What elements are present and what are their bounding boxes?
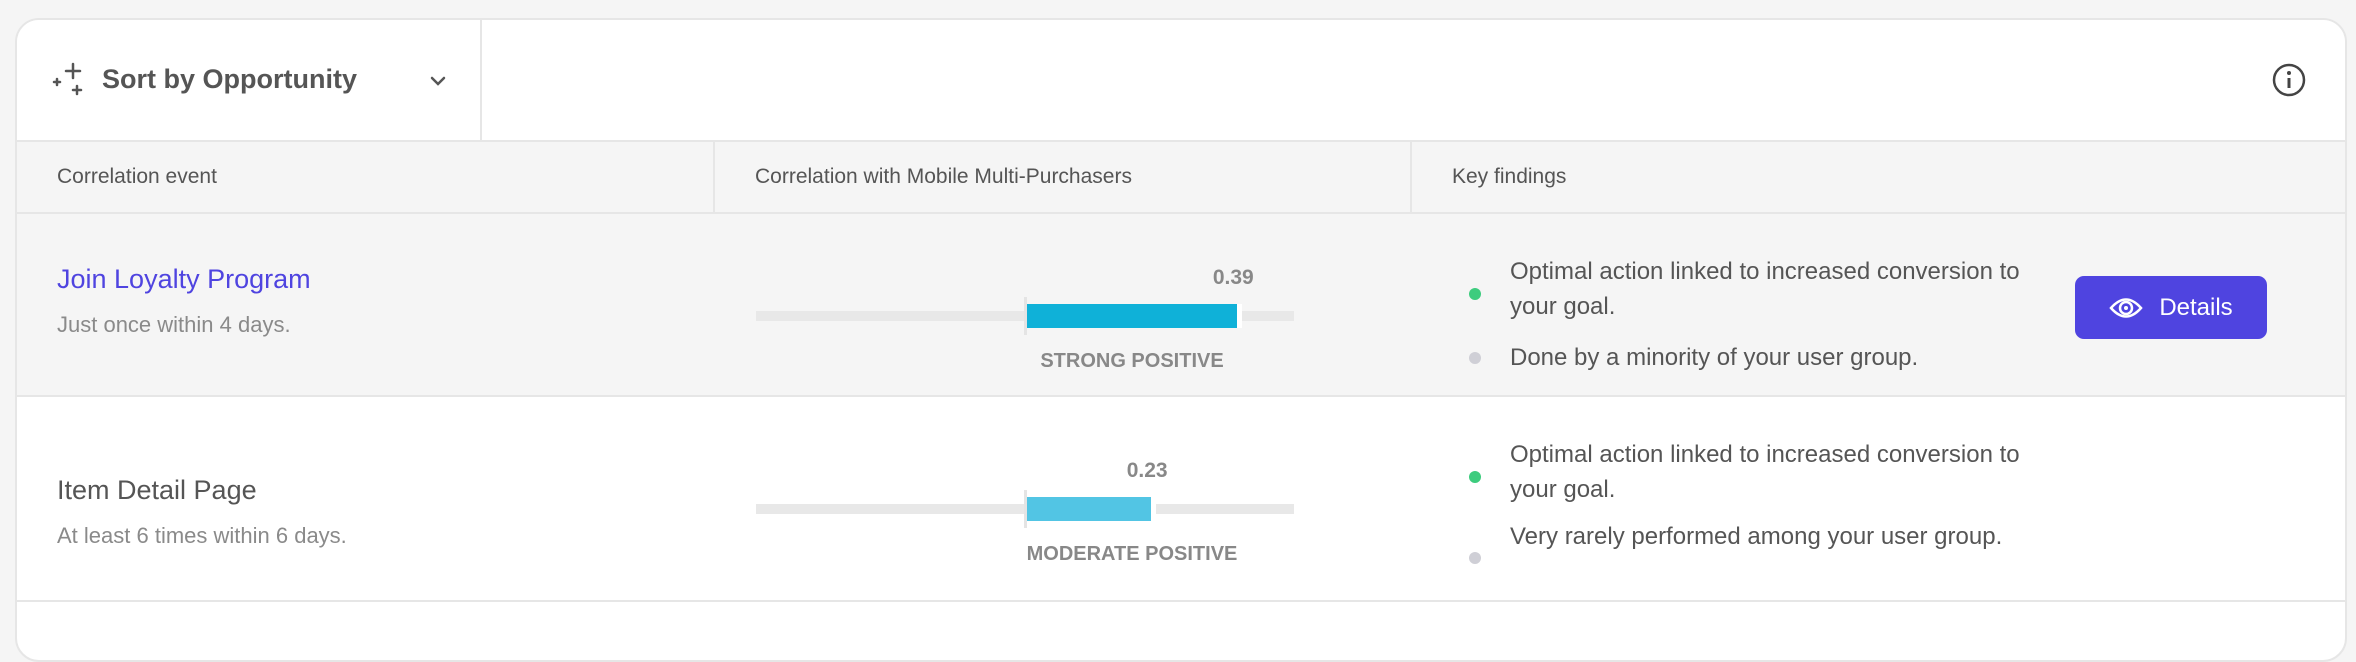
positive-dot-icon — [1469, 471, 1481, 483]
header-correlation-event: Correlation event — [17, 142, 715, 212]
correlation-bar — [1027, 497, 1156, 521]
correlation-strength: STRONG POSITIVE — [1040, 350, 1224, 372]
event-title[interactable]: Join Loyalty Program — [57, 264, 311, 294]
finding-text: Very rarely performed among your user gr… — [1510, 523, 2003, 550]
correlation-bar — [1027, 304, 1242, 328]
zero-line — [1024, 297, 1027, 335]
finding-text: Optimal action linked to increased conve… — [1510, 441, 2020, 503]
positive-dot-icon — [1469, 288, 1481, 300]
table-row[interactable]: Item Detail Page At least 6 times within… — [17, 397, 2345, 602]
finding-text: Optimal action linked to increased conve… — [1510, 258, 2020, 320]
finding-text: Done by a minority of your user group. — [1510, 344, 1919, 371]
sort-dropdown[interactable]: Sort by Opportunity — [17, 20, 482, 140]
event-title[interactable]: Item Detail Page — [57, 475, 257, 505]
details-label: Details — [2159, 293, 2233, 321]
correlation-card: Sort by Opportunity Correlation event Co… — [15, 18, 2347, 662]
zero-line — [1024, 490, 1027, 528]
toolbar: Sort by Opportunity — [17, 20, 2345, 142]
event-subtitle: At least 6 times within 6 days. — [57, 523, 347, 548]
header-key-findings: Key findings — [1452, 165, 1567, 188]
table-header: Correlation event Correlation with Mobil… — [17, 142, 2345, 214]
chevron-down-icon — [430, 76, 446, 86]
event-subtitle: Just once within 4 days. — [57, 312, 291, 337]
eye-icon — [2109, 297, 2143, 318]
correlation-strength: MODERATE POSITIVE — [1026, 543, 1238, 565]
correlation-value: 0.23 — [1126, 459, 1168, 482]
table-row[interactable]: Join Loyalty Program Just once within 4 … — [17, 214, 2345, 397]
sort-label: Sort by Opportunity — [102, 64, 357, 94]
details-button[interactable]: Details — [2075, 276, 2267, 339]
neutral-dot-icon — [1469, 352, 1481, 364]
neutral-dot-icon — [1469, 552, 1481, 564]
header-correlation: Correlation with Mobile Multi-Purchasers — [715, 142, 1412, 212]
info-icon[interactable] — [2271, 62, 2307, 98]
correlation-value: 0.39 — [1212, 266, 1254, 289]
sparkle-icon — [52, 62, 83, 96]
